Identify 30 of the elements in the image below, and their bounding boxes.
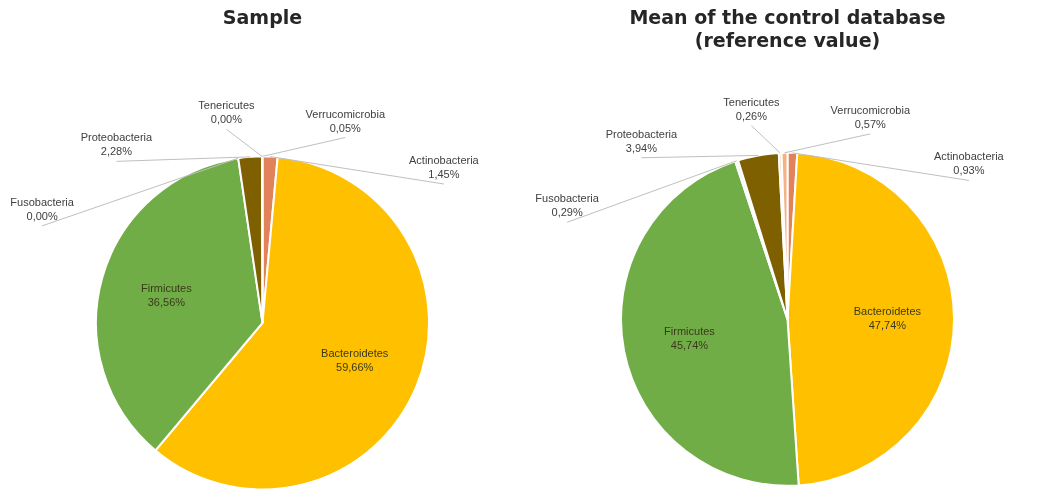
category-label: Fusobacteria — [10, 195, 74, 208]
chart-title: Sample — [222, 6, 303, 29]
slice-label: Tenericutes — [723, 95, 781, 108]
slice-label: Fusobacteria — [535, 192, 600, 205]
chart-title: Mean of the control database (reference value) — [629, 6, 946, 52]
slice-label: Bacteroidetes — [853, 304, 922, 317]
slice-label: Actinobacteria — [934, 150, 1005, 163]
slice-label: Firmicutes — [141, 281, 193, 294]
data-label: 1,45% — [428, 168, 460, 181]
data-label: 45,74% — [670, 338, 709, 351]
data-label: 47,74% — [868, 318, 907, 331]
data-label: 3,94% — [625, 141, 658, 154]
data-label: 59,66% — [336, 361, 374, 374]
data-label: 36,56% — [147, 295, 186, 308]
data-label: 0,93% — [953, 164, 985, 177]
text: 0,00% — [26, 209, 58, 222]
data-label: 0,05% — [329, 121, 362, 134]
slice-label: Proteobacteria — [80, 131, 154, 144]
slice-label: Bacteroidetes — [321, 347, 389, 360]
slice-label: Verrucomicrobia — [830, 103, 911, 116]
data-label: 2,28% — [100, 145, 133, 158]
slice-label: Firmicutes — [664, 324, 716, 337]
slice-label: Verrucomicrobia — [305, 107, 386, 120]
data-label: 0,26% — [735, 109, 768, 122]
slice-label: Proteobacteria — [605, 127, 679, 140]
data-label: 0,29% — [551, 206, 583, 219]
data-label: 0,57% — [854, 117, 887, 130]
slice-label: Actinobacteria — [409, 154, 480, 167]
category-label: Tenericutes — [198, 99, 255, 112]
text: 0,00% — [210, 113, 243, 126]
